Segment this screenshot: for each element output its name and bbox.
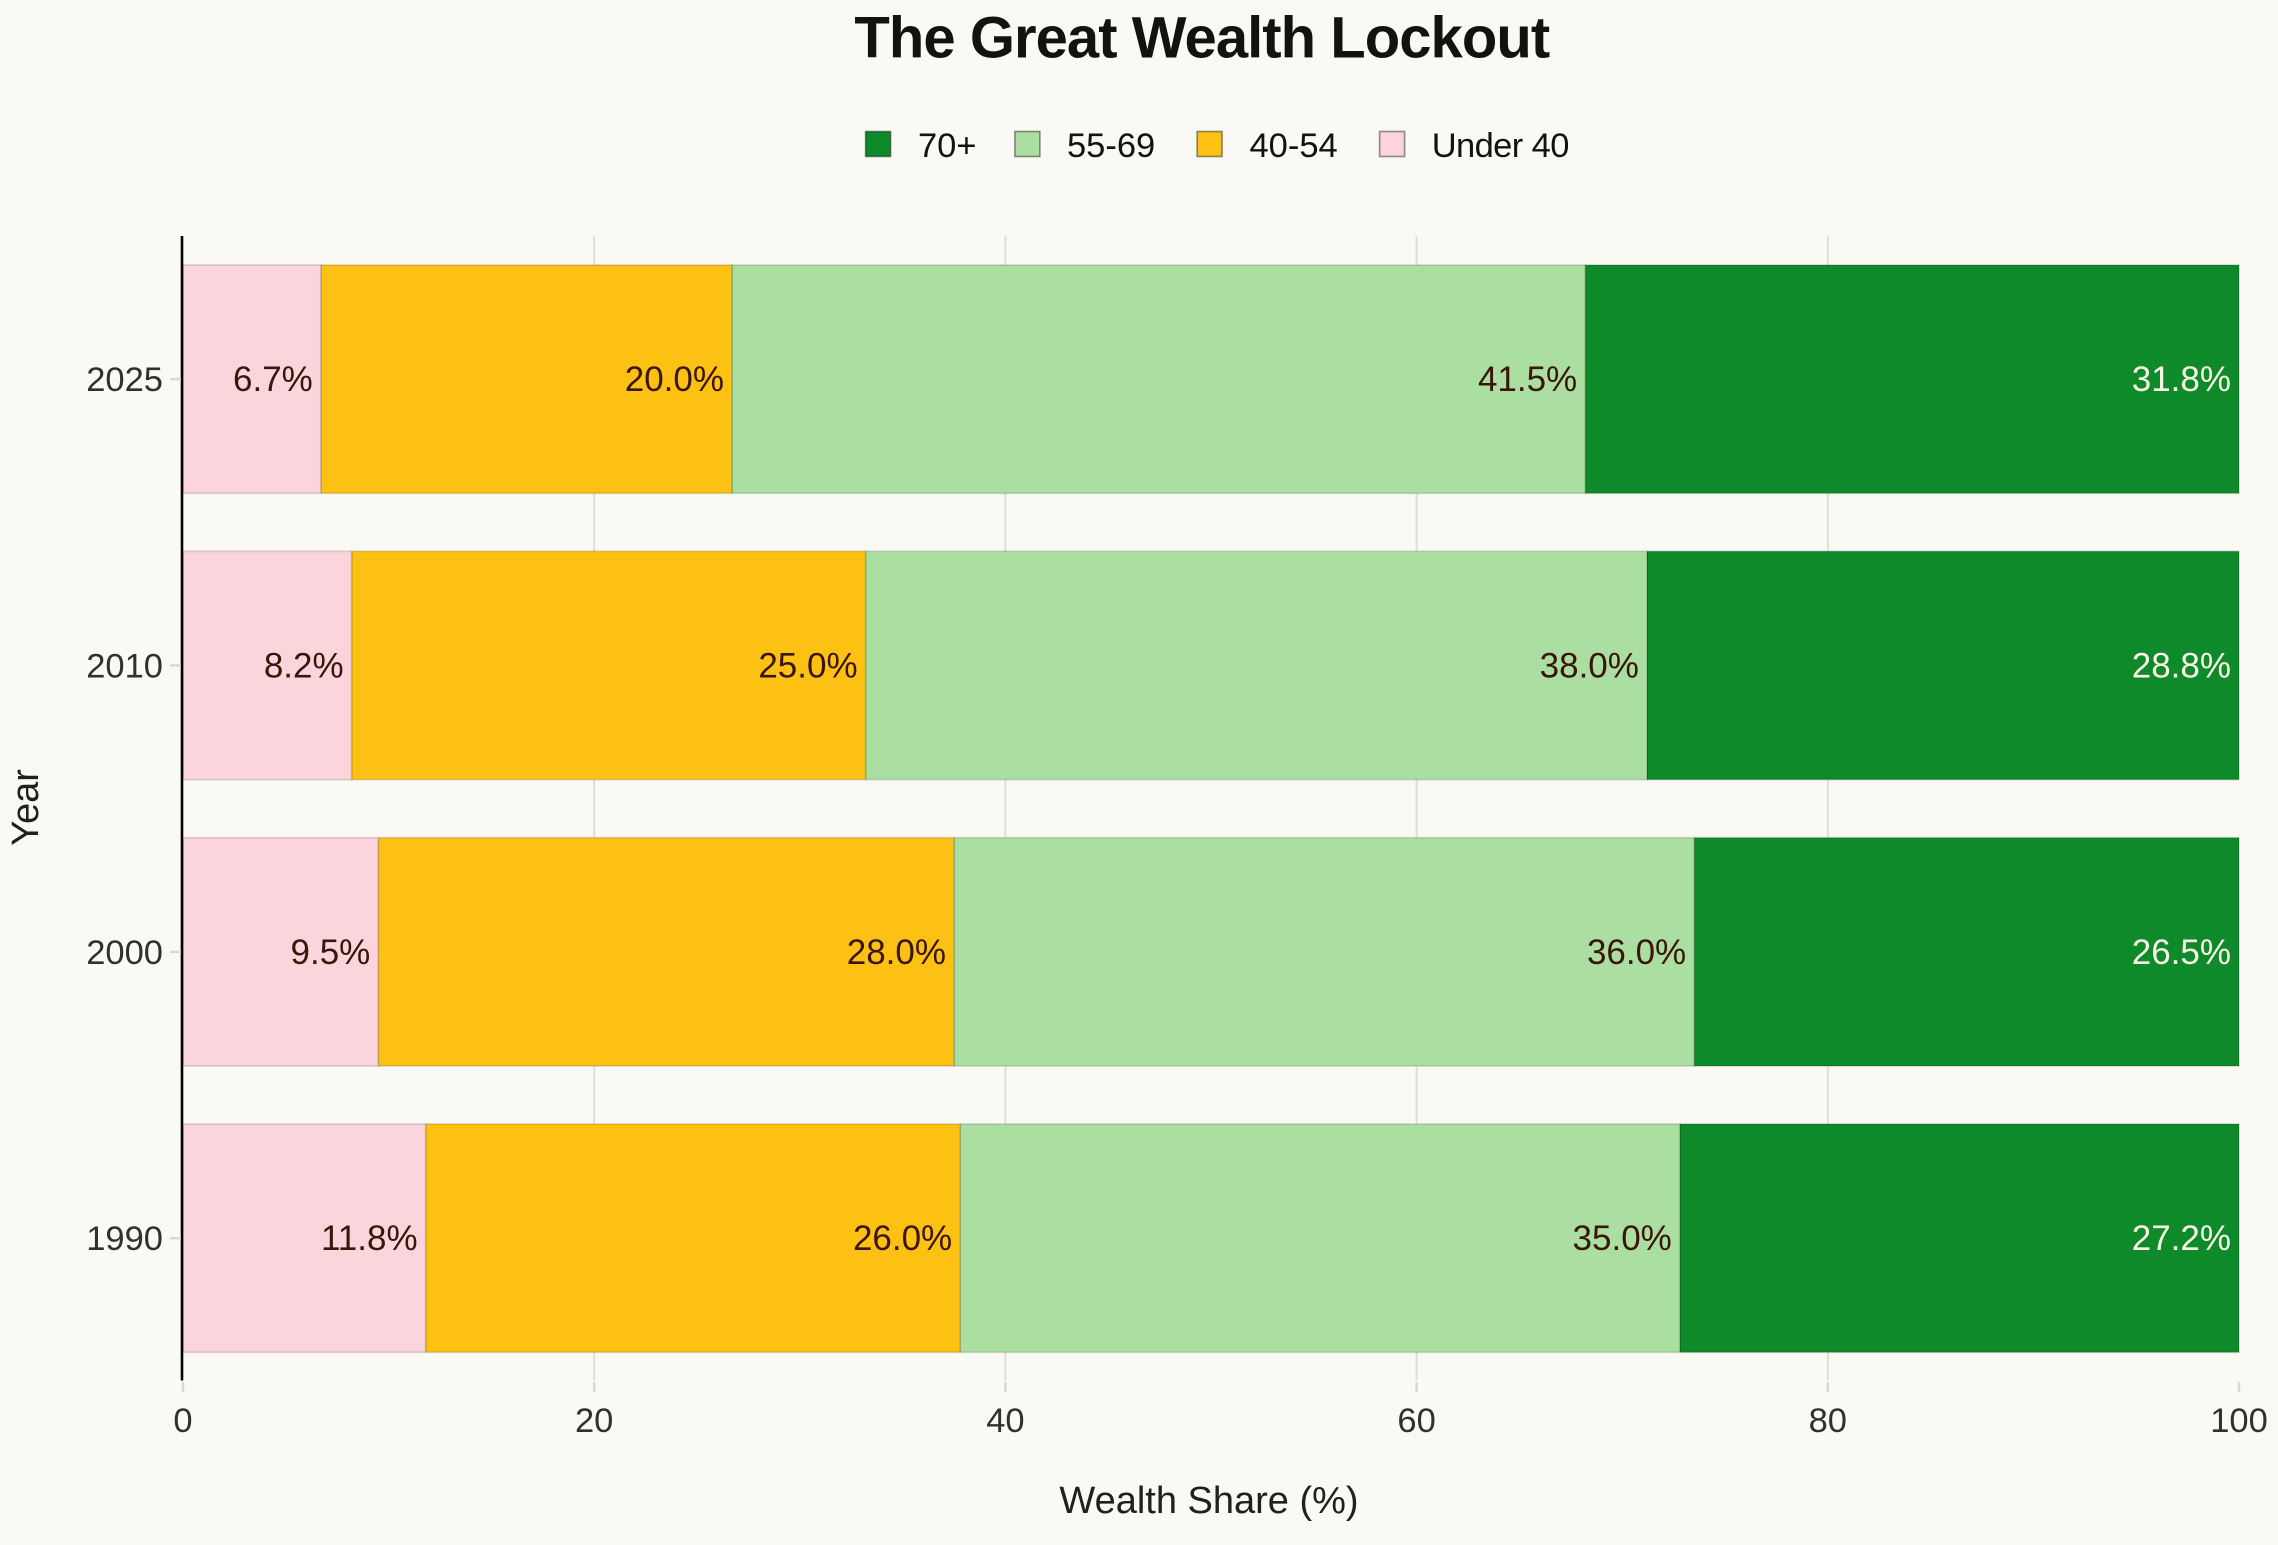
svg-text:35.0%: 35.0% [1573,1219,1672,1258]
svg-text:6.7%: 6.7% [233,360,313,399]
svg-text:28.8%: 28.8% [2132,646,2231,685]
svg-text:80: 80 [1809,1402,1847,1440]
svg-text:27.2%: 27.2% [2132,1219,2231,1258]
svg-text:55-69: 55-69 [1067,127,1155,165]
svg-text:1990: 1990 [86,1220,163,1258]
svg-text:9.5%: 9.5% [291,933,371,972]
svg-text:Under 40: Under 40 [1432,127,1569,165]
svg-text:31.8%: 31.8% [2132,360,2231,399]
svg-text:8.2%: 8.2% [264,646,344,685]
svg-text:25.0%: 25.0% [758,646,857,685]
svg-text:100: 100 [2210,1402,2268,1440]
svg-text:70+: 70+ [918,127,977,165]
svg-text:2000: 2000 [86,934,163,972]
svg-text:40: 40 [986,1402,1024,1440]
svg-text:0: 0 [173,1402,192,1440]
svg-text:26.0%: 26.0% [853,1219,952,1258]
svg-text:41.5%: 41.5% [1478,360,1577,399]
svg-text:Year: Year [5,769,47,846]
svg-text:2010: 2010 [86,648,163,686]
svg-text:Wealth Share (%): Wealth Share (%) [1059,1480,1358,1522]
svg-text:36.0%: 36.0% [1587,933,1686,972]
svg-text:26.5%: 26.5% [2132,933,2231,972]
svg-text:60: 60 [1397,1402,1435,1440]
svg-text:38.0%: 38.0% [1540,646,1639,685]
svg-text:20.0%: 20.0% [625,360,724,399]
svg-text:2025: 2025 [86,361,163,399]
svg-text:The Great Wealth Lockout: The Great Wealth Lockout [854,6,1549,71]
svg-text:20: 20 [575,1402,613,1440]
svg-text:28.0%: 28.0% [847,933,946,972]
svg-text:11.8%: 11.8% [321,1219,418,1258]
svg-text:40-54: 40-54 [1250,127,1338,165]
